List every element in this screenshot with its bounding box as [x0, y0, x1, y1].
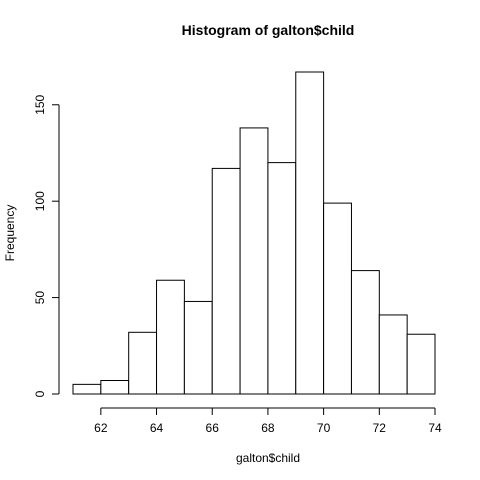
y-tick-label: 50: [33, 291, 47, 305]
x-tick-label: 64: [150, 421, 164, 435]
histogram-bar: [323, 202, 352, 395]
x-tick-label: 66: [206, 421, 220, 435]
histogram-bar: [378, 314, 408, 395]
x-tick-label: 74: [428, 421, 442, 435]
histogram-bar: [295, 71, 325, 395]
x-tick-label: 72: [373, 421, 387, 435]
histogram-bar: [267, 162, 297, 395]
histogram-bar: [183, 300, 213, 395]
x-axis: 62 64 66 68 70 72 74: [94, 407, 442, 435]
histogram-bar: [156, 279, 185, 395]
histogram-bar: [128, 331, 158, 395]
y-tick-label: 150: [33, 94, 47, 114]
x-tick-label: 68: [261, 421, 275, 435]
x-tick-label: 70: [317, 421, 331, 435]
histogram-bar: [100, 380, 130, 395]
y-tick-label: 0: [33, 390, 47, 397]
chart-title: Histogram of galton$child: [182, 22, 355, 38]
histogram-bar: [72, 383, 102, 395]
y-axis: 0 50 100 150: [33, 94, 60, 397]
histogram-bars: [72, 71, 436, 395]
y-axis-label: Frequency: [3, 205, 17, 262]
x-axis-label: galton$child: [236, 451, 300, 465]
histogram-bar: [350, 270, 380, 395]
histogram-bar: [211, 167, 241, 395]
histogram-bar: [406, 333, 436, 395]
y-tick-label: 100: [33, 191, 47, 211]
x-tick-label: 62: [94, 421, 108, 435]
histogram-bar: [239, 127, 269, 395]
